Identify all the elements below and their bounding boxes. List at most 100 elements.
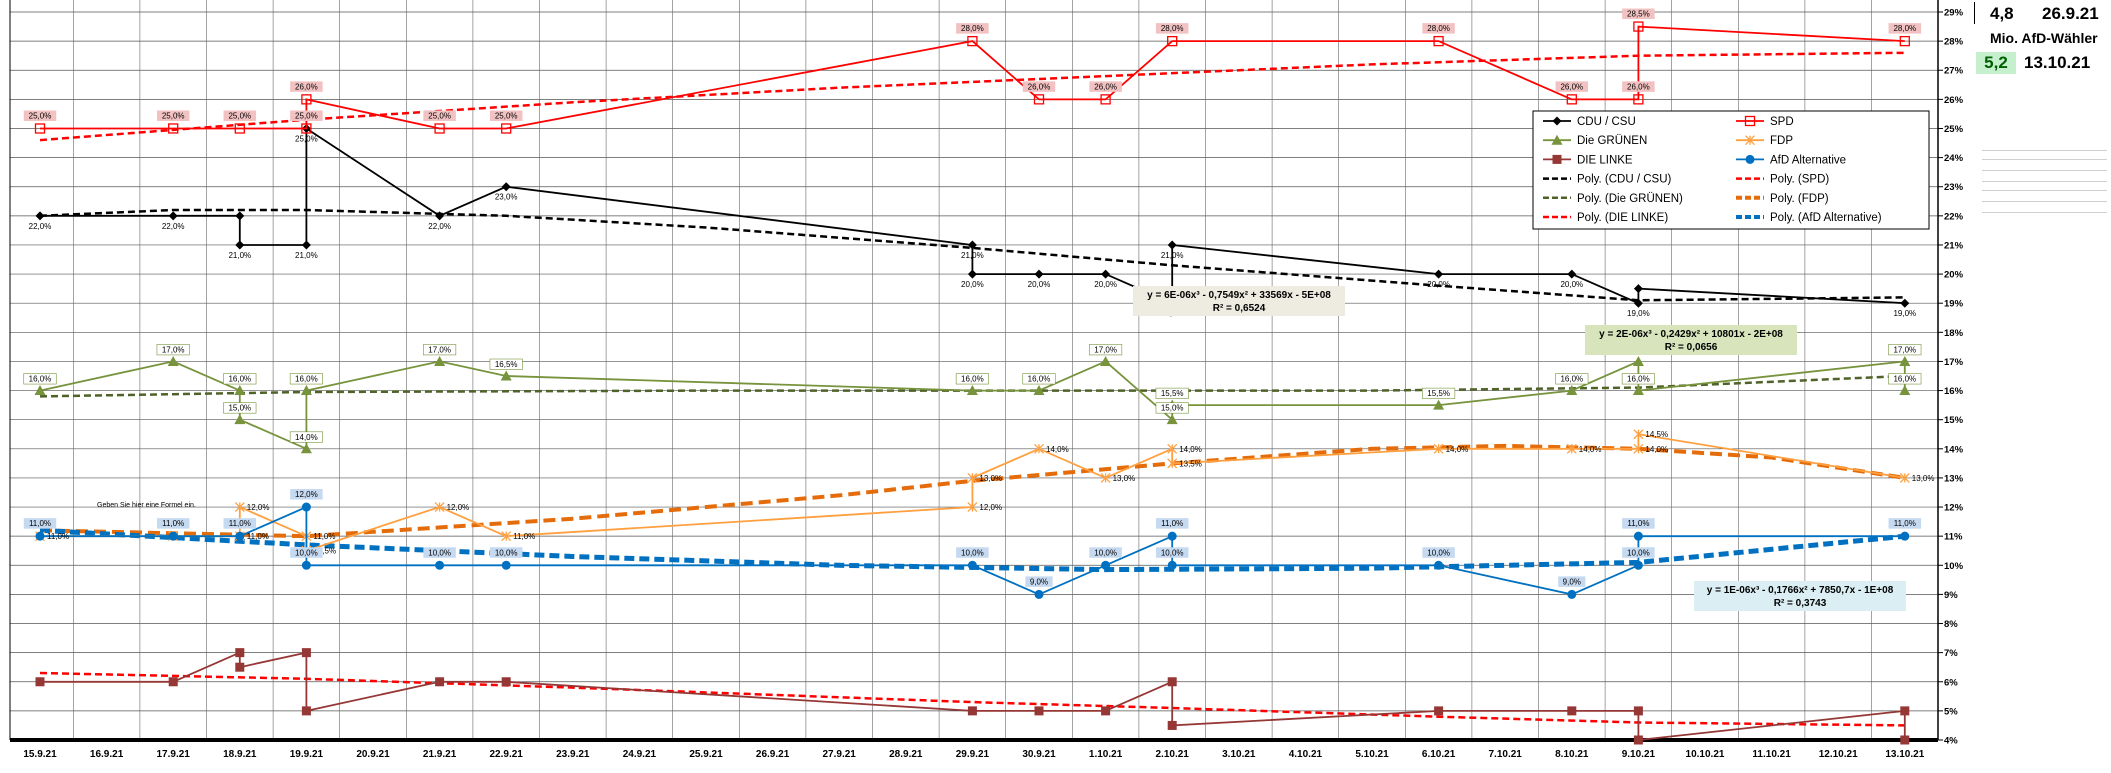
data-point xyxy=(235,648,245,658)
data-point xyxy=(1900,735,1910,745)
data-point xyxy=(1633,284,1643,294)
data-point xyxy=(1434,269,1444,279)
data-label: 21,0% xyxy=(295,251,318,260)
data-label: 13,5% xyxy=(1179,459,1202,468)
x-tick-label: 4.10.21 xyxy=(1289,749,1323,760)
data-label: 13,0% xyxy=(1912,474,1935,483)
data-point xyxy=(1632,355,1644,366)
data-point xyxy=(1632,385,1644,396)
data-label: 12,0% xyxy=(979,503,1002,512)
data-label: 11,0% xyxy=(313,532,335,541)
cell-line xyxy=(1982,201,2107,202)
data-label: 23,0% xyxy=(495,193,518,202)
data-point xyxy=(1034,269,1044,279)
data-point xyxy=(1633,21,1644,32)
x-tick-label: 22.9.21 xyxy=(490,749,524,760)
data-label-bg xyxy=(1089,344,1123,356)
data-point xyxy=(1434,706,1444,716)
data-label-bg xyxy=(1155,23,1189,34)
data-point xyxy=(1567,589,1577,599)
data-label: 26,0% xyxy=(295,82,318,91)
data-point xyxy=(967,240,977,250)
cell-line xyxy=(1982,170,2107,171)
data-label: 9,0% xyxy=(1563,577,1581,586)
data-label: 11,0% xyxy=(162,519,184,528)
data-label: 16,0% xyxy=(1893,375,1916,384)
data-point xyxy=(301,560,311,570)
cell-line xyxy=(1982,159,2107,160)
data-label-bg xyxy=(1155,518,1189,529)
legend-label: Poly. (AfD Alternative) xyxy=(1770,212,1882,224)
axis-ticks: 15.9.21 16.9.21 17.9.21 18.9.21 19.9.21 20.9.… xyxy=(23,8,1963,761)
afd-voters-date-1: 26.9.21 xyxy=(2042,4,2099,23)
data-label: 15,0% xyxy=(1161,404,1184,413)
data-label-bg xyxy=(955,373,989,385)
data-point xyxy=(1633,560,1643,570)
data-label: 16,0% xyxy=(1627,375,1650,384)
data-point xyxy=(1551,134,1563,145)
legend-label: Poly. (FDP) xyxy=(1770,193,1829,205)
data-label: 25,0% xyxy=(228,111,251,120)
x-tick-label: 23.9.21 xyxy=(556,749,590,760)
data-label-bg xyxy=(1888,373,1922,385)
data-label-bg xyxy=(1422,387,1456,399)
trendline xyxy=(39,51,1905,142)
data-point xyxy=(1101,560,1111,570)
data-label: 9,0% xyxy=(1030,577,1048,586)
data-point xyxy=(234,502,245,512)
data-label-bg xyxy=(290,547,323,558)
data-label: 19,0% xyxy=(1893,309,1916,318)
data-label: 17,0% xyxy=(428,345,451,354)
data-label: 10,0% xyxy=(295,548,318,557)
data-label: 12,0% xyxy=(447,503,470,512)
x-tick-label: 6.10.21 xyxy=(1422,749,1456,760)
data-label-bg xyxy=(1422,547,1455,558)
data-label-bg xyxy=(290,489,323,500)
data-label-bg xyxy=(23,373,57,385)
data-point xyxy=(435,677,445,687)
data-label: 10,0% xyxy=(1161,548,1184,557)
data-label: 11,0% xyxy=(229,519,251,528)
data-point xyxy=(1899,355,1911,366)
data-label: 16,5% xyxy=(495,360,518,369)
legend-label: Poly. (SPD) xyxy=(1770,174,1829,186)
data-point xyxy=(168,677,178,687)
data-label: 16,0% xyxy=(228,375,251,384)
data-point xyxy=(301,502,311,512)
data-point xyxy=(301,94,312,105)
data-label: 26,0% xyxy=(1028,82,1051,91)
data-label: 25,0% xyxy=(428,111,451,120)
data-label: 15,0% xyxy=(228,404,251,413)
x-tick-label: 10.10.21 xyxy=(1686,749,1725,760)
side-panel: 4,8 26.9.21 Mio. AfD-Wähler 5,2 13.10.21 xyxy=(1972,0,2111,773)
data-label-bg xyxy=(1622,81,1655,92)
data-point xyxy=(1633,735,1643,745)
data-point xyxy=(1745,135,1755,146)
data-label-bg xyxy=(956,23,989,34)
data-label: 21,0% xyxy=(961,251,984,260)
data-point xyxy=(967,502,978,512)
x-tick-label: 28.9.21 xyxy=(889,749,923,760)
data-point xyxy=(1100,472,1111,483)
data-point xyxy=(1166,414,1178,425)
data-point xyxy=(168,211,178,221)
equation-text: y = 2E-06x³ - 0,2429x² + 10801x - 2E+08 xyxy=(1599,329,1783,340)
data-point xyxy=(35,211,45,221)
data-label-bg xyxy=(489,110,523,121)
data-label-bg xyxy=(1622,8,1655,20)
y-tick-label: 4% xyxy=(1944,736,1958,747)
data-point xyxy=(967,472,978,483)
data-label: 11,0% xyxy=(1894,519,1916,528)
legend-label: AfD Alternative xyxy=(1770,154,1846,166)
data-point xyxy=(235,240,245,250)
cell-line xyxy=(1982,212,2107,213)
data-point xyxy=(1633,531,1643,541)
data-point xyxy=(1100,94,1111,105)
data-label: 14,0% xyxy=(1179,445,1202,454)
legend-label: CDU / CSU xyxy=(1577,116,1636,128)
data-label-bg xyxy=(289,431,323,443)
data-label: 16,0% xyxy=(961,375,984,384)
data-point xyxy=(1633,94,1644,105)
data-label-bg xyxy=(23,110,57,121)
data-point xyxy=(435,211,445,221)
